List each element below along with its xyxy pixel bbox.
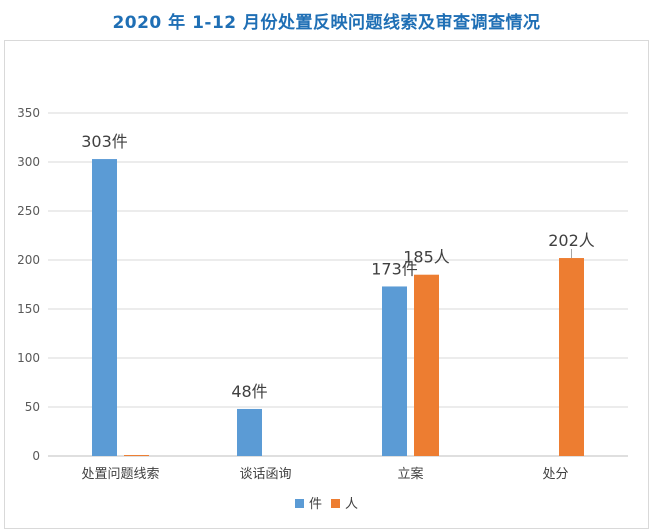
y-tick-label: 350 — [17, 106, 40, 120]
data-label: 202人 — [548, 231, 595, 250]
legend-label: 人 — [345, 497, 358, 512]
legend-swatch — [331, 499, 340, 508]
y-axis-ticks: 0 50 100 150 200 250 300 350 — [17, 106, 40, 463]
y-tick-label: 150 — [17, 302, 40, 316]
bar-ren — [414, 274, 439, 456]
bar-ren — [124, 455, 149, 456]
x-category-label: 处置问题线索 — [81, 467, 159, 482]
bar-ren — [559, 258, 584, 456]
y-tick-label: 200 — [17, 253, 40, 267]
gridlines — [48, 112, 628, 457]
y-tick-label: 0 — [32, 449, 40, 463]
x-category-label: 立案 — [397, 467, 423, 482]
x-category-label: 谈话函询 — [239, 467, 291, 482]
data-label: 48件 — [231, 382, 267, 401]
y-tick-label: 100 — [17, 351, 40, 365]
data-label: 303件 — [81, 132, 128, 151]
y-tick-label: 300 — [17, 155, 40, 169]
legend-swatch — [295, 499, 304, 508]
chart-frame — [4, 40, 649, 529]
bars — [92, 159, 584, 456]
bar-jian — [237, 408, 262, 456]
chart-title: 2020 年 1-12 月份处置反映问题线索及审查调查情况 — [112, 13, 541, 33]
legend: 件人 — [295, 497, 358, 512]
data-label: 185人 — [403, 248, 450, 267]
x-category-label: 处分 — [542, 467, 568, 482]
legend-label: 件 — [309, 497, 322, 512]
bar-jian — [92, 159, 117, 456]
x-axis-categories: 处置问题线索 谈话函询 立案 处分 — [81, 467, 568, 482]
y-tick-label: 250 — [17, 204, 40, 218]
y-tick-label: 50 — [25, 400, 40, 414]
bar-jian — [382, 286, 407, 456]
data-label: 173件 — [371, 259, 418, 278]
